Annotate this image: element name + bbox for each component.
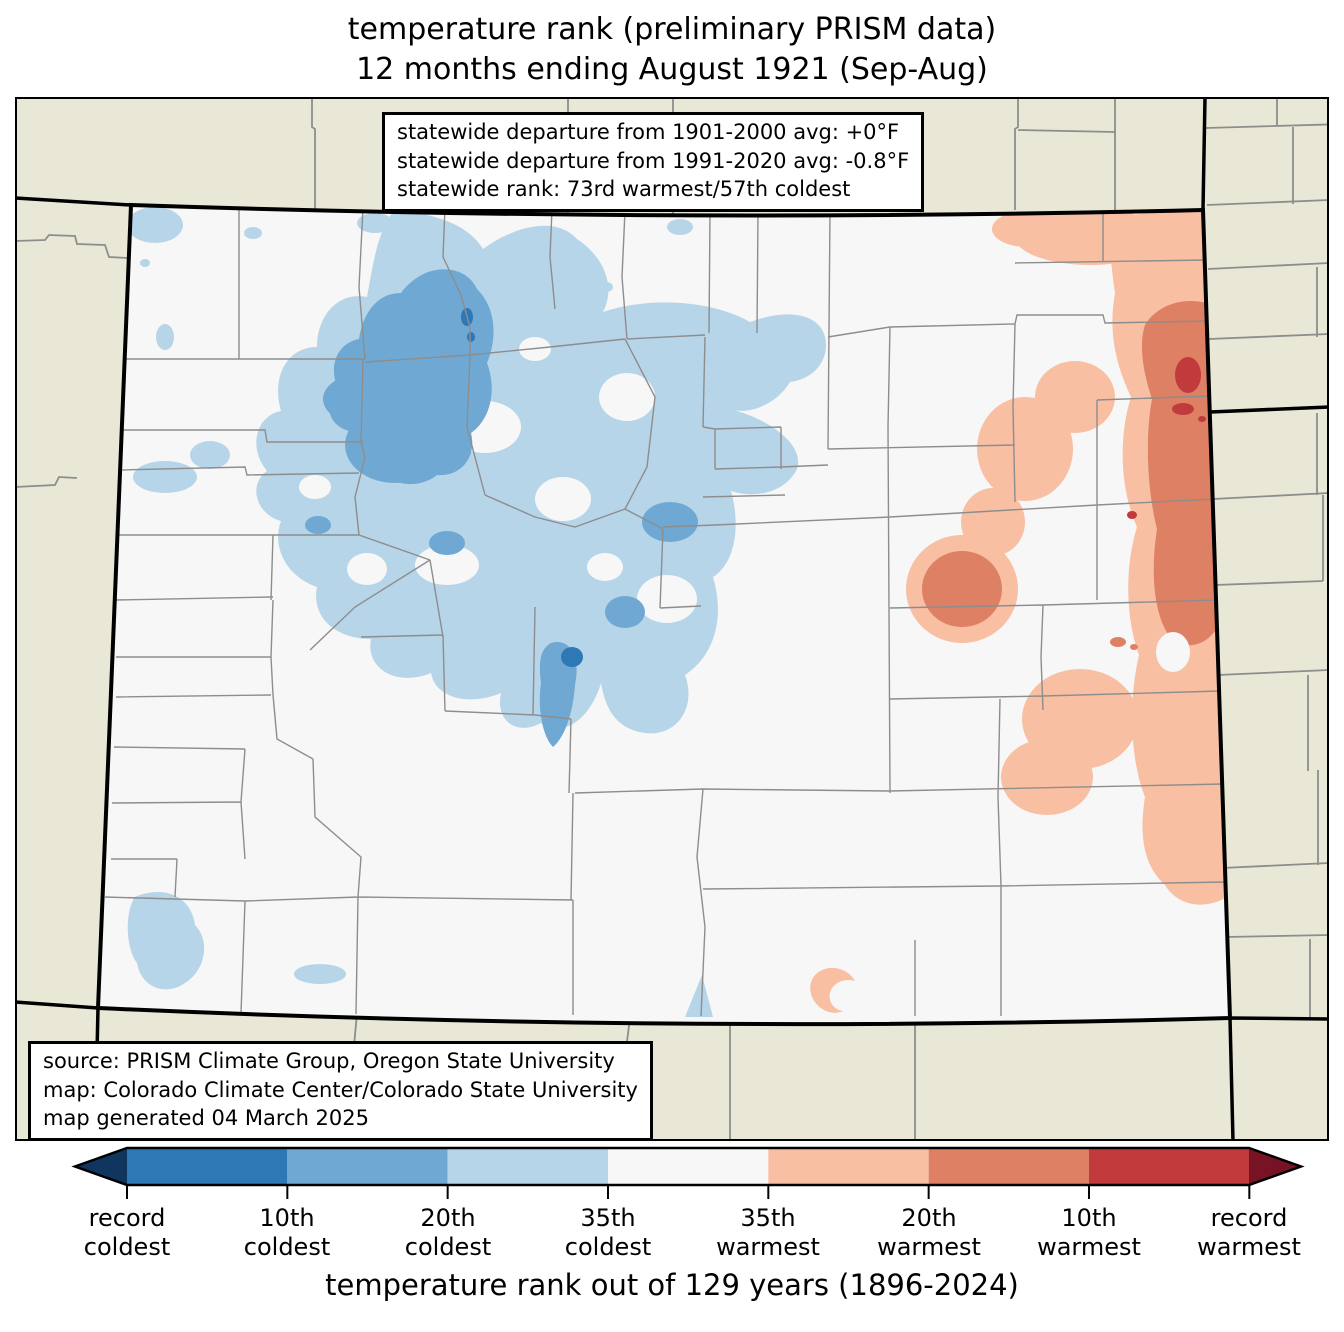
colorbar-seg-warm20 [928, 1148, 1089, 1185]
colorbar-seg-cold35 [447, 1148, 608, 1185]
colorado-map [15, 97, 1329, 1141]
warm-20-patches [922, 301, 1218, 650]
warm-region-holes [1156, 632, 1190, 672]
legend-label-record-warmest: record warmest [1197, 1204, 1301, 1261]
map-frame [15, 97, 1329, 1141]
stats-line-3: statewide rank: 73rd warmest/57th coldes… [397, 177, 851, 201]
legend-label-20th-warmest: 20th warmest [877, 1204, 981, 1261]
legend-label-10th-coldest: 10th coldest [243, 1204, 331, 1261]
source-credit-box: source: PRISM Climate Group, Oregon Stat… [28, 1041, 653, 1141]
colorbar-right-arrow [1249, 1148, 1301, 1185]
source-line-1: source: PRISM Climate Group, Oregon Stat… [43, 1049, 615, 1073]
colorbar-ticks [126, 1185, 1251, 1199]
colorbar-seg-cold20 [287, 1148, 448, 1185]
title-line-1: temperature rank (preliminary PRISM data… [347, 12, 997, 47]
source-line-2: map: Colorado Climate Center/Colorado St… [43, 1077, 638, 1102]
neighbor-state-borders [15, 97, 1329, 1141]
title-line-2: 12 months ending August 1921 (Sep-Aug) [356, 52, 988, 87]
legend-label-record-coldest: record coldest [83, 1204, 171, 1261]
warm-10-patches [1127, 357, 1206, 519]
stats-line-1: statewide departure from 1901-2000 avg: … [397, 120, 900, 144]
colorbar-seg-cold10 [127, 1148, 288, 1185]
figure-title: temperature rank (preliminary PRISM data… [0, 10, 1344, 90]
colorbar [71, 1146, 1305, 1199]
colorado-state-border [95, 202, 1233, 1027]
source-line-3: map generated 04 March 2025 [43, 1106, 370, 1130]
colorbar-seg-warm35 [768, 1148, 929, 1185]
colorbar-seg-warm10 [1088, 1148, 1250, 1185]
legend-label-20th-coldest: 20th coldest [404, 1204, 492, 1261]
colorbar-axis-label: temperature rank out of 129 years (1896-… [325, 1268, 1019, 1302]
stats-line-2: statewide departure from 1991-2020 avg: … [397, 148, 910, 173]
legend-label-35th-coldest: 35th coldest [564, 1204, 652, 1261]
legend-label-10th-warmest: 10th warmest [1037, 1204, 1141, 1261]
statewide-stats-box: statewide departure from 1901-2000 avg: … [382, 112, 925, 212]
colorbar-seg-neutral [607, 1148, 769, 1185]
colorbar-left-arrow [75, 1148, 127, 1185]
legend-label-35th-warmest: 35th warmest [716, 1204, 820, 1261]
cold-20-patches [305, 269, 698, 747]
county-lines [104, 206, 1226, 1017]
